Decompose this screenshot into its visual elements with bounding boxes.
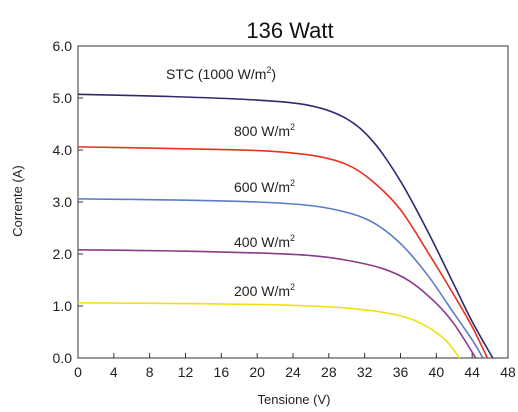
y-tick-label: 4.0 [53, 142, 73, 158]
y-tick-label: 2.0 [53, 246, 73, 262]
y-tick-label: 1.0 [53, 298, 73, 314]
x-tick-label: 20 [249, 364, 265, 380]
y-tick-label: 3.0 [53, 194, 73, 210]
y-tick-label: 0.0 [53, 350, 73, 366]
series-label: 400 W/m2 [234, 233, 295, 250]
series-line [77, 302, 461, 359]
series-label: 600 W/m2 [234, 178, 295, 195]
series-label: STC (1000 W/m2) [166, 65, 276, 82]
x-tick-label: 40 [429, 364, 445, 380]
chart-title: 136 Watt [246, 18, 333, 43]
x-tick-label: 44 [464, 364, 480, 380]
x-tick-label: 32 [357, 364, 373, 380]
x-tick-label: 8 [146, 364, 154, 380]
x-tick-label: 48 [500, 364, 516, 380]
series-line [77, 249, 477, 359]
x-tick-label: 12 [178, 364, 194, 380]
x-tick-label: 28 [321, 364, 337, 380]
y-tick-label: 5.0 [53, 90, 73, 106]
x-tick-label: 24 [285, 364, 301, 380]
series-line [77, 93, 494, 359]
x-tick-label: 4 [110, 364, 118, 380]
plot-area: 0 4 8 12 16 20 24 28 32 36 40 44 480.01.02.03.04.05.… [53, 38, 516, 380]
series-label: 200 W/m2 [234, 282, 295, 299]
x-tick-label: 16 [214, 364, 230, 380]
x-tick-label: 0 [74, 364, 82, 380]
series-line [77, 146, 489, 359]
y-axis-label: Corrente (A) [10, 165, 25, 237]
series-line [77, 198, 484, 359]
x-axis-label: Tensione (V) [258, 392, 331, 407]
x-tick-label: 36 [393, 364, 409, 380]
series-label: 800 W/m2 [234, 122, 295, 139]
y-tick-label: 6.0 [53, 38, 73, 54]
